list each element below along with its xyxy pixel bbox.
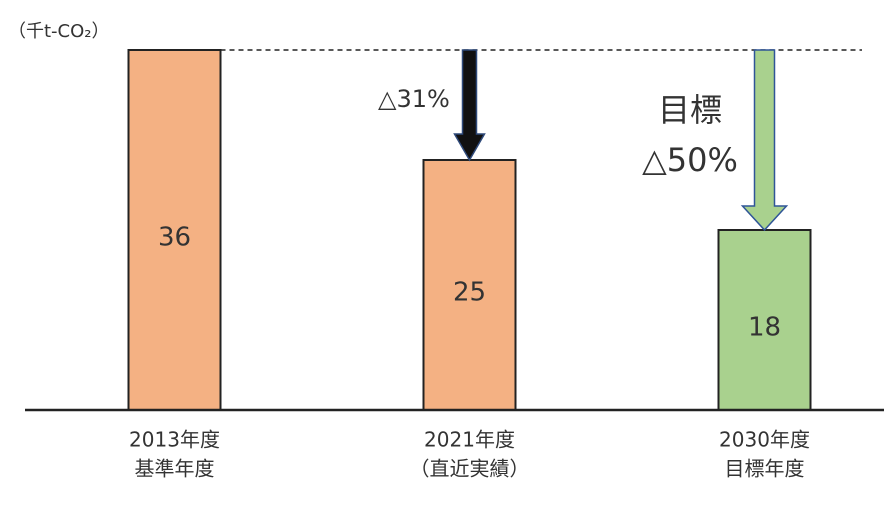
x-tick-label: 2013年度 xyxy=(129,428,220,452)
x-tick-label: 基準年度 xyxy=(135,457,215,481)
value-label: 18 xyxy=(748,313,781,343)
value-label: 25 xyxy=(453,278,486,308)
arrow xyxy=(740,49,789,232)
annotation: △31% xyxy=(378,85,450,113)
bar xyxy=(422,159,517,411)
unit-label: （千t-CO₂） xyxy=(8,21,110,42)
annotation: △50% xyxy=(642,141,738,179)
x-tick-label: 目標年度 xyxy=(725,457,805,481)
x-tick-label: 2030年度 xyxy=(719,428,810,452)
value-label: 36 xyxy=(158,223,191,253)
bar xyxy=(717,229,812,411)
x-tick-label: （直近実績） xyxy=(410,457,530,481)
x-tick-label: 2021年度 xyxy=(424,428,515,452)
annotation: 目標 xyxy=(658,91,722,129)
arrow xyxy=(453,49,486,162)
